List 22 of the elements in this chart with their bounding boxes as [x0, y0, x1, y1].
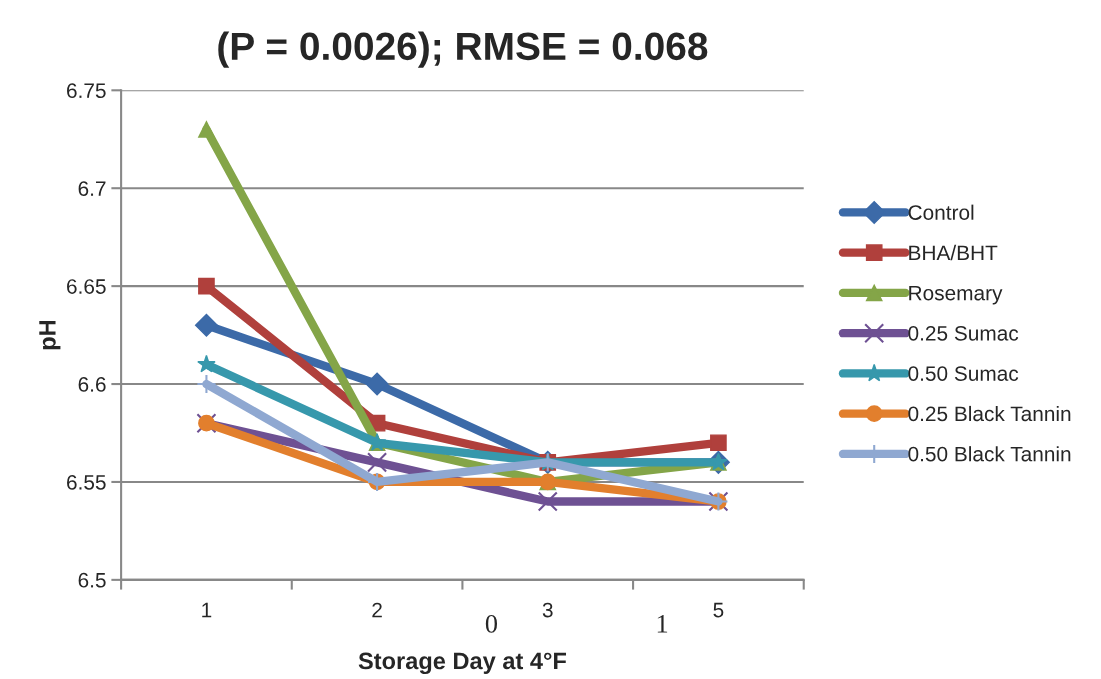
legend-label: BHA/BHT: [909, 244, 998, 261]
text: 1: [657, 615, 668, 633]
x-tick-label: 1: [202, 602, 212, 618]
y-tick-label: 6.65: [67, 279, 106, 294]
legend-label: 0.25 Sumac: [908, 325, 1019, 341]
legend-label: Rosemary: [909, 285, 1003, 305]
x-tick-label: 5: [713, 602, 724, 618]
x-axis-title: Storage Day at 4°F: [358, 652, 567, 675]
legend-label: 0.50 Sumac: [908, 366, 1019, 381]
y-tick-label: 6.6: [78, 377, 106, 392]
y-axis-title: pH: [39, 320, 61, 350]
legend-label: Control: [908, 204, 974, 220]
text: 0: [485, 614, 498, 633]
y-tick-label: 6.55: [67, 474, 106, 490]
x-tick-label: 2: [372, 602, 382, 618]
y-tick-label: 6.7: [78, 181, 106, 196]
y-tick-label: 6.5: [78, 572, 106, 588]
y-tick-label: 6.75: [67, 83, 106, 99]
legend-label: 0.50 Black Tannin: [908, 446, 1071, 462]
chart-title: (P = 0.0026); RMSE = 0.068: [218, 31, 708, 68]
x-tick-label: 3: [542, 602, 553, 618]
legend-label: 0.25 Black Tannin: [908, 405, 1071, 422]
